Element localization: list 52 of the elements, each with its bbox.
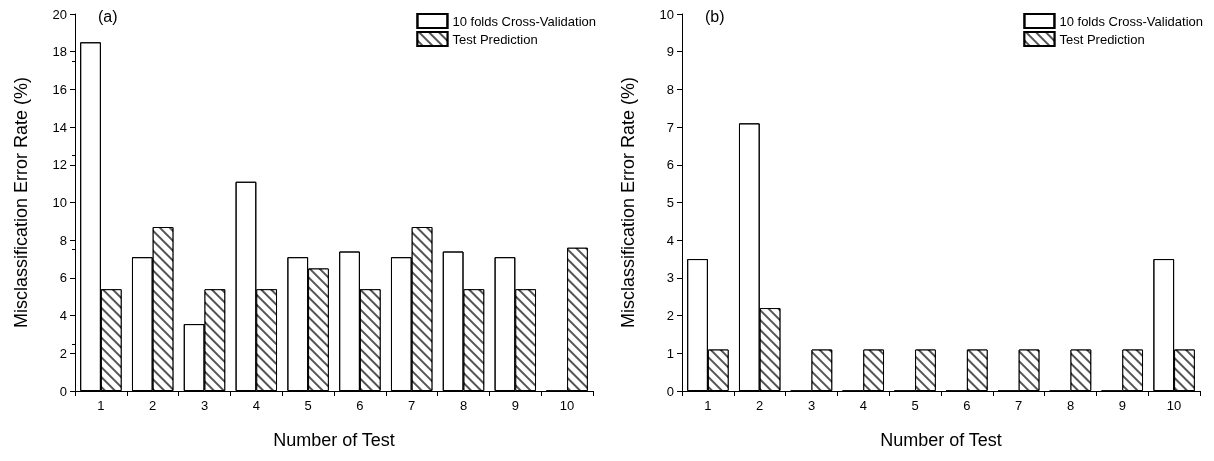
y-tick-label: 0 xyxy=(59,383,67,399)
y-tick-label: 7 xyxy=(666,119,674,135)
y-tick-label: 12 xyxy=(52,157,67,173)
y-tick-label: 5 xyxy=(666,195,674,210)
y-tick-label: 0 xyxy=(666,383,674,399)
x-tick-label: 2 xyxy=(756,398,764,413)
y-axis-title: Misclassification Error Rate (%) xyxy=(618,76,638,329)
y-tick-label: 10 xyxy=(52,195,67,210)
y-tick-label: 2 xyxy=(59,345,67,361)
y-tick-label: 20 xyxy=(52,6,67,22)
y-axis-title: Misclassification Error Rate (%) xyxy=(11,76,31,329)
legend-label: Test Prediction xyxy=(1059,31,1145,47)
annotation: (a) xyxy=(98,7,118,25)
y-tick-label: 3 xyxy=(666,270,674,286)
annotation: (b) xyxy=(705,7,725,25)
x-tick-label: 4 xyxy=(252,398,260,413)
x-tick-label: 1 xyxy=(97,398,105,413)
legend-label: 10 folds Cross-Validation xyxy=(1059,13,1204,29)
legend-label: Test Prediction xyxy=(452,31,538,47)
x-tick-label: 4 xyxy=(859,398,867,413)
x-tick-label: 10 xyxy=(1166,398,1182,413)
x-tick-label: 9 xyxy=(1118,398,1126,413)
x-tick-label: 9 xyxy=(511,398,519,413)
y-tick-label: 16 xyxy=(52,81,67,97)
x-tick-label: 5 xyxy=(911,398,919,413)
x-tick-label: 1 xyxy=(704,398,712,413)
x-tick-label: 3 xyxy=(807,398,816,413)
x-tick-label: 5 xyxy=(304,398,312,413)
x-tick-label: 6 xyxy=(963,398,971,413)
x-tick-label: 8 xyxy=(459,398,468,413)
x-tick-label: 7 xyxy=(408,398,416,413)
x-axis-title: Number of Test xyxy=(880,430,1002,450)
y-tick-label: 6 xyxy=(666,157,674,173)
y-tick-label: 1 xyxy=(666,345,674,361)
x-tick-label: 8 xyxy=(1066,398,1075,413)
y-tick-label: 18 xyxy=(52,44,67,60)
x-tick-label: 10 xyxy=(559,398,575,413)
x-tick-label: 3 xyxy=(200,398,209,413)
legend-label: 10 folds Cross-Validation xyxy=(452,13,597,29)
x-tick-label: 6 xyxy=(356,398,364,413)
y-tick-label: 4 xyxy=(666,232,674,248)
y-tick-label: 10 xyxy=(659,6,674,22)
y-tick-label: 6 xyxy=(59,270,67,286)
x-tick-label: 2 xyxy=(149,398,157,413)
y-tick-label: 8 xyxy=(59,232,67,248)
y-tick-label: 14 xyxy=(52,119,67,135)
y-tick-label: 8 xyxy=(666,81,674,97)
x-axis-title: Number of Test xyxy=(273,430,395,450)
y-tick-label: 9 xyxy=(666,44,674,60)
x-tick-label: 7 xyxy=(1015,398,1023,413)
y-tick-label: 2 xyxy=(666,308,674,324)
y-tick-label: 4 xyxy=(59,308,67,324)
